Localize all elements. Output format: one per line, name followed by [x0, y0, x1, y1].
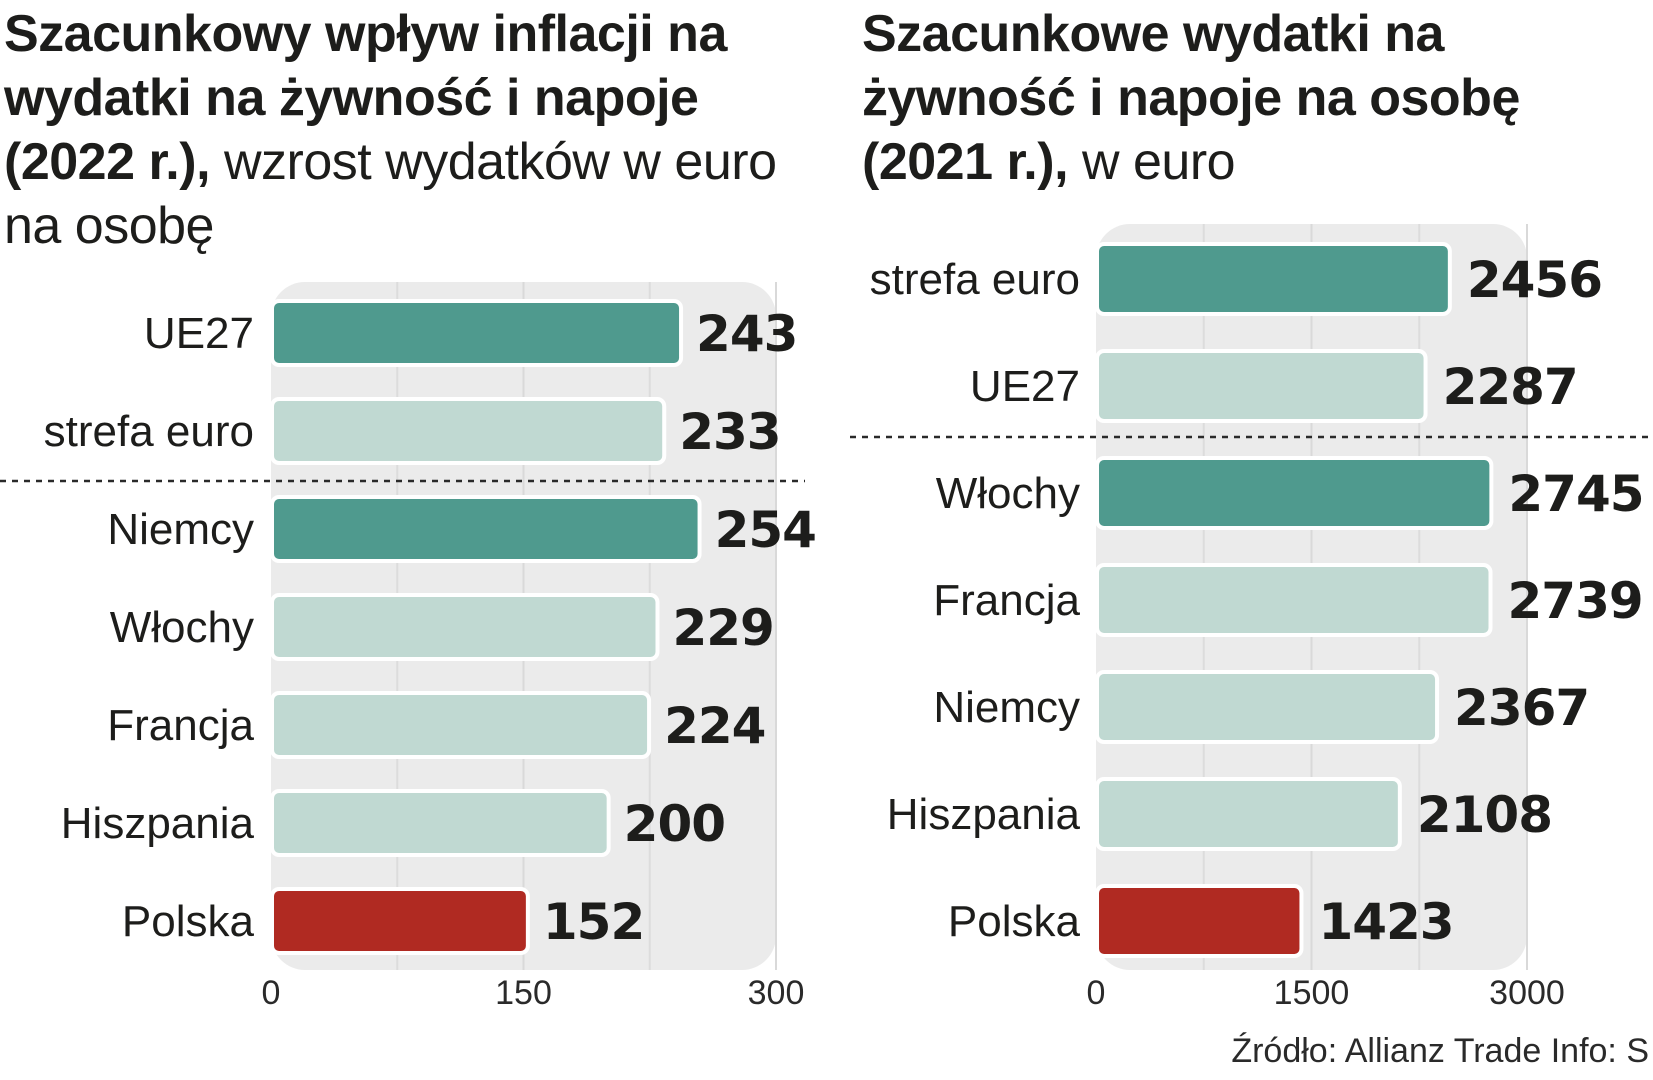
bar-left-1 [270, 397, 667, 465]
value-label-right-2: 2745 [1508, 465, 1643, 523]
category-label-right-6: Polska [948, 897, 1081, 946]
category-label-right-4: Niemcy [933, 683, 1080, 732]
tick-label-left-0: 0 [262, 974, 281, 1012]
value-label-left-5: 200 [624, 795, 725, 853]
category-label-right-1: UE27 [970, 362, 1080, 411]
value-label-left-0: 243 [696, 305, 797, 363]
category-label-left-0: UE27 [144, 309, 254, 358]
bar-left-3 [270, 593, 660, 661]
chart-left: UE27 243 strefa euro 233 Niemcy 254 Włochy 229 F… [0, 282, 817, 1012]
bar-left-6 [270, 887, 530, 955]
value-label-right-3: 2739 [1508, 572, 1643, 630]
category-label-right-2: Włochy [936, 469, 1080, 518]
tick-label-left-1: 150 [495, 974, 552, 1012]
chart-title-right-bold: Szacunkowe wydatki na żywność i napoje n… [862, 5, 1520, 191]
category-label-right-3: Francja [933, 576, 1080, 625]
category-label-left-1: strefa euro [44, 407, 254, 456]
category-label-left-6: Polska [122, 897, 255, 946]
chart-title-left-bold: Szacunkowy wpływ inflacji na wydatki na … [4, 5, 727, 191]
tick-label-left-2: 300 [748, 974, 805, 1012]
value-label-right-4: 2367 [1454, 679, 1589, 737]
bar-right-6 [1095, 884, 1304, 958]
bar-right-4 [1095, 670, 1440, 744]
chart-title-right-light: w euro [1068, 133, 1236, 191]
bar-left-0 [270, 299, 684, 367]
bar-right-3 [1095, 563, 1493, 637]
tick-label-right-0: 0 [1087, 974, 1106, 1012]
chart-right: strefa euro 2456 UE27 2287 Włochy 2745 Francja… [850, 224, 1653, 1012]
bar-right-2 [1095, 456, 1494, 530]
source-note: Źródło: Allianz Trade Info: S [1231, 1032, 1649, 1070]
chart-title-left-light: wzrost wydatków w euro na osobę [4, 133, 777, 255]
bar-right-5 [1095, 777, 1402, 851]
value-label-right-6: 1423 [1318, 893, 1453, 951]
bar-left-4 [270, 691, 652, 759]
bar-right-1 [1095, 349, 1428, 423]
bar-right-0 [1095, 242, 1452, 316]
category-label-left-2: Niemcy [107, 505, 254, 554]
chart-title-left: Szacunkowy wpływ inflacji na wydatki na … [4, 2, 804, 258]
value-label-right-0: 2456 [1467, 251, 1602, 309]
value-label-left-2: 254 [715, 501, 816, 559]
bar-left-2 [270, 495, 702, 563]
value-label-left-1: 233 [679, 403, 780, 461]
bar-left-5 [270, 789, 611, 857]
value-label-left-6: 152 [543, 893, 644, 951]
category-label-right-5: Hiszpania [887, 790, 1081, 839]
category-label-left-5: Hiszpania [61, 799, 255, 848]
value-label-right-1: 2287 [1443, 358, 1578, 416]
tick-label-right-2: 3000 [1489, 974, 1565, 1012]
category-label-left-3: Włochy [110, 603, 254, 652]
tick-label-right-1: 1500 [1274, 974, 1350, 1012]
chart-title-right: Szacunkowe wydatki na żywność i napoje n… [862, 2, 1652, 194]
value-label-right-5: 2108 [1417, 786, 1552, 844]
value-label-left-3: 229 [672, 599, 773, 657]
category-label-right-0: strefa euro [870, 255, 1080, 304]
category-label-left-4: Francja [107, 701, 254, 750]
value-label-left-4: 224 [664, 697, 765, 755]
